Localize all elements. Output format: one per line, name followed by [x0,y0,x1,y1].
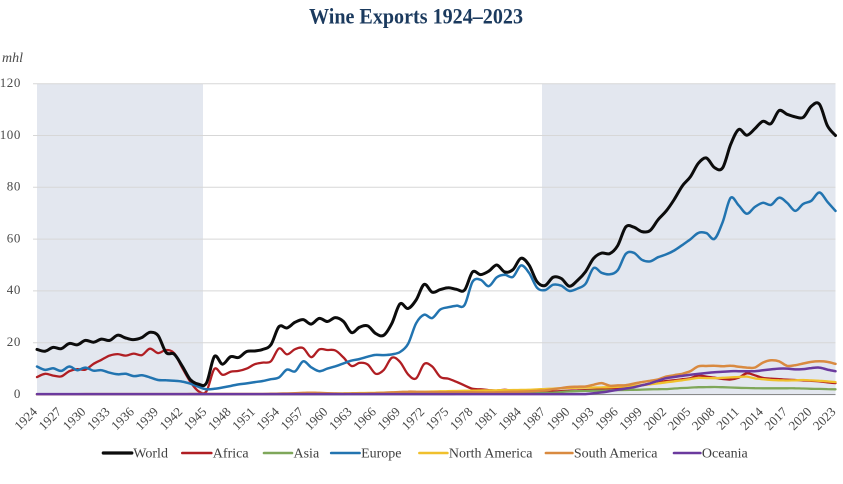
svg-text:80: 80 [7,179,21,194]
svg-text:Africa: Africa [213,447,250,462]
svg-text:60: 60 [7,230,21,245]
svg-text:mhl: mhl [2,51,23,66]
svg-text:Europe: Europe [361,447,401,462]
svg-text:North America: North America [449,447,533,462]
svg-text:120: 120 [0,75,21,90]
svg-text:20: 20 [7,334,21,349]
svg-text:40: 40 [7,282,21,297]
svg-text:Asia: Asia [294,447,320,462]
svg-text:South America: South America [574,447,658,462]
svg-text:Wine Exports 1924–2023: Wine Exports 1924–2023 [309,4,523,29]
svg-text:World: World [133,447,168,462]
svg-text:Oceania: Oceania [702,447,749,462]
svg-text:0: 0 [14,386,21,401]
svg-text:100: 100 [0,127,21,142]
